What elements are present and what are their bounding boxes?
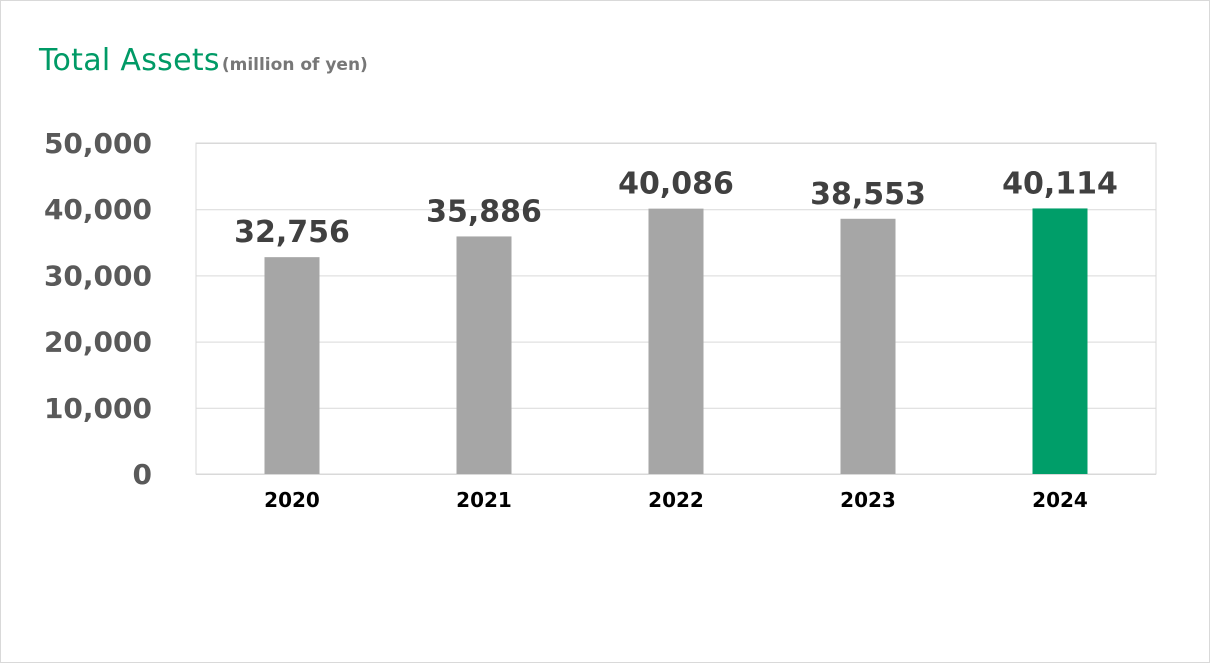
data-label-2024: 40,114 (1002, 166, 1118, 201)
data-labels: 32,756 35,886 40,086 38,553 40,114 (234, 166, 1118, 250)
y-tick-label: 20,000 (44, 326, 152, 359)
data-label-2021: 35,886 (426, 194, 542, 229)
bars (264, 208, 1088, 474)
bar-2022 (648, 208, 704, 474)
x-axis: 2020 2021 2022 2023 2024 (264, 488, 1088, 512)
bar-2023 (840, 218, 896, 474)
y-tick-label: 50,000 (44, 127, 152, 160)
x-tick-label: 2023 (840, 488, 896, 512)
data-label-2023: 38,553 (810, 177, 926, 212)
chart-title-block: Total Assets (million of yen) (39, 43, 368, 78)
bar-2020 (264, 257, 320, 474)
x-tick-label: 2024 (1032, 488, 1088, 512)
bar-2021 (456, 236, 512, 474)
x-tick-label: 2020 (264, 488, 320, 512)
data-label-2022: 40,086 (618, 167, 734, 202)
y-tick-label: 40,000 (44, 193, 152, 226)
x-tick-label: 2021 (456, 488, 512, 512)
y-tick-label: 10,000 (44, 392, 152, 425)
y-tick-label: 30,000 (44, 259, 152, 292)
chart-subtitle: (million of yen) (221, 55, 368, 75)
chart-title: Total Assets (39, 43, 220, 78)
y-tick-label: 0 (133, 458, 152, 491)
bar-2024 (1032, 208, 1088, 474)
data-label-2020: 32,756 (234, 215, 350, 250)
y-axis: 0 10,000 20,000 30,000 40,000 50,000 (44, 127, 152, 491)
x-tick-label: 2022 (648, 488, 704, 512)
